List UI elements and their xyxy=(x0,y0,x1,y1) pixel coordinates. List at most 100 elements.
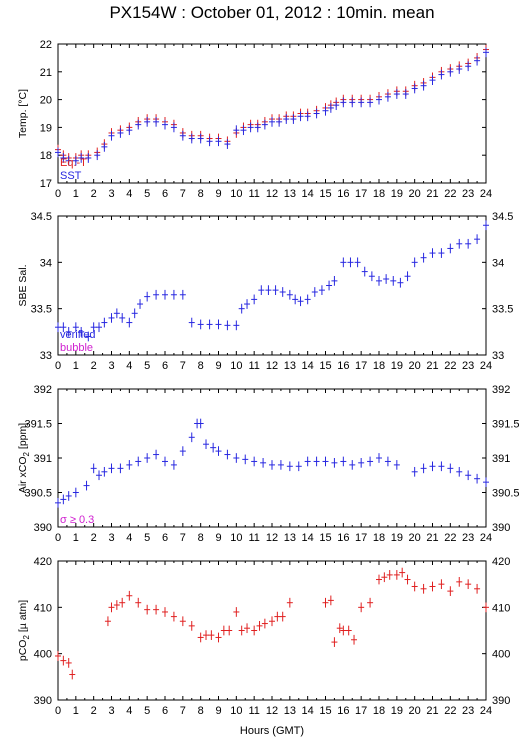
y-tick-label-left: 400 xyxy=(34,649,52,661)
panel-4: 0 1 2 3 4 5 6 7 8 9 10 11 12 13 14 15 16 17 18 19 20 21 22 23 24… xyxy=(17,556,510,717)
x-tick-label: 16 xyxy=(337,188,349,200)
x-tick-label: 16 xyxy=(337,705,349,717)
x-tick-label: 5 xyxy=(144,360,150,372)
y-axis-label: pCO2 [µ atm] xyxy=(17,600,31,661)
y-tick-label-right: 33 xyxy=(492,350,504,362)
x-tick-label: 21 xyxy=(426,532,438,544)
y-axis-label: SBE Sal. xyxy=(17,264,29,306)
legend-entry: verified xyxy=(60,329,95,341)
x-tick-label: 0 xyxy=(55,360,61,372)
x-tick-label: 18 xyxy=(373,705,385,717)
y-tick-label-left: 17 xyxy=(40,178,52,190)
y-tick-label-left: 34 xyxy=(40,257,52,269)
y-tick-label-right: 390 xyxy=(492,695,510,707)
x-tick-label: 7 xyxy=(180,188,186,200)
y-tick-label-left: 392 xyxy=(34,384,52,396)
x-tick-label: 9 xyxy=(215,188,221,200)
x-tick-label: 20 xyxy=(409,705,421,717)
x-tick-label: 13 xyxy=(284,360,296,372)
x-tick-label: 21 xyxy=(426,188,438,200)
x-tick-label: 17 xyxy=(355,188,367,200)
panel-3: 0 1 2 3 4 5 6 7 8 9 10 11 12 13 14 15 16 17 18 19 20 21 22 23 24… xyxy=(17,384,520,544)
x-tick-label: 15 xyxy=(319,360,331,372)
x-tick-label: 7 xyxy=(180,705,186,717)
x-tick-label: 6 xyxy=(162,705,168,717)
x-tick-label: 10 xyxy=(230,360,242,372)
x-tick-label: 3 xyxy=(108,188,114,200)
y-tick-label-left: 420 xyxy=(34,556,52,568)
x-tick-label: 19 xyxy=(391,705,403,717)
x-tick-label: 14 xyxy=(302,188,314,200)
chart-title: PX154W : October 01, 2012 : 10min. mean xyxy=(109,3,434,22)
y-tick-label-left: 390 xyxy=(34,695,52,707)
x-tick-label: 24 xyxy=(480,188,492,200)
y-tick-label-left: 22 xyxy=(40,39,52,51)
x-tick-label: 24 xyxy=(480,532,492,544)
x-tick-label: 20 xyxy=(409,532,421,544)
x-tick-label: 4 xyxy=(126,360,132,372)
x-tick-label: 3 xyxy=(108,360,114,372)
series-1 xyxy=(55,220,489,342)
x-tick-label: 8 xyxy=(198,532,204,544)
y-tick-label-right: 420 xyxy=(492,556,510,568)
y-tick-label-right: 400 xyxy=(492,649,510,661)
y-tick-label-left: 390.5 xyxy=(24,488,52,500)
x-tick-label: 5 xyxy=(144,532,150,544)
y-tick-label-left: 21 xyxy=(40,67,52,79)
x-tick-label: 16 xyxy=(337,532,349,544)
x-tick-label: 22 xyxy=(444,360,456,372)
y-axis-label: Air xCO2 [ppm] xyxy=(17,423,31,493)
x-tick-label: 4 xyxy=(126,705,132,717)
x-tick-label: 10 xyxy=(230,188,242,200)
x-tick-label: 1 xyxy=(73,188,79,200)
x-tick-label: 10 xyxy=(230,705,242,717)
x-tick-label: 23 xyxy=(462,360,474,372)
x-tick-label: 0 xyxy=(55,532,61,544)
x-tick-label: 0 xyxy=(55,188,61,200)
x-tick-label: 9 xyxy=(215,705,221,717)
y-tick-label-left: 410 xyxy=(34,602,52,614)
x-tick-label: 18 xyxy=(373,360,385,372)
x-tick-label: 18 xyxy=(373,532,385,544)
x-tick-label: 12 xyxy=(266,705,278,717)
x-tick-label: 1 xyxy=(73,532,79,544)
x-tick-label: 23 xyxy=(462,532,474,544)
x-tick-label: 24 xyxy=(480,360,492,372)
y-axis-label: Temp. [°C] xyxy=(17,89,29,138)
y-tick-label-left: 34.5 xyxy=(31,211,52,223)
x-tick-label: 22 xyxy=(444,705,456,717)
x-tick-label: 10 xyxy=(230,532,242,544)
x-tick-label: 17 xyxy=(355,532,367,544)
y-tick-label-right: 33.5 xyxy=(492,304,513,316)
x-tick-label: 1 xyxy=(73,360,79,372)
x-tick-label: 11 xyxy=(248,360,259,372)
x-tick-label: 11 xyxy=(248,705,259,717)
x-tick-label: 13 xyxy=(284,532,296,544)
series-2 xyxy=(55,47,489,166)
x-tick-label: 22 xyxy=(444,188,456,200)
x-tick-label: 19 xyxy=(391,532,403,544)
x-tick-label: 19 xyxy=(391,188,403,200)
series-1 xyxy=(55,418,489,508)
x-tick-label: 14 xyxy=(302,360,314,372)
series-1 xyxy=(55,567,489,680)
x-tick-label: 6 xyxy=(162,360,168,372)
x-tick-label: 15 xyxy=(319,705,331,717)
x-tick-label: 21 xyxy=(426,705,438,717)
y-tick-label-right: 391.5 xyxy=(492,419,520,431)
y-tick-label-left: 18 xyxy=(40,150,52,162)
x-tick-label: 12 xyxy=(266,532,278,544)
x-tick-label: 9 xyxy=(215,360,221,372)
x-tick-label: 5 xyxy=(144,188,150,200)
panel-1: 0 1 2 3 4 5 6 7 8 9 10 11 12 13 14 15 16 17 18 19 20 21 22 23 24… xyxy=(17,39,492,200)
x-tick-label: 0 xyxy=(55,705,61,717)
y-tick-label-right: 390 xyxy=(492,522,510,534)
x-tick-label: 8 xyxy=(198,360,204,372)
x-tick-label: 17 xyxy=(355,360,367,372)
y-tick-label-left: 33.5 xyxy=(31,304,52,316)
x-tick-label: 8 xyxy=(198,705,204,717)
x-tick-label: 12 xyxy=(266,188,278,200)
legend-entry: SST xyxy=(60,170,82,182)
x-tick-label: 22 xyxy=(444,532,456,544)
